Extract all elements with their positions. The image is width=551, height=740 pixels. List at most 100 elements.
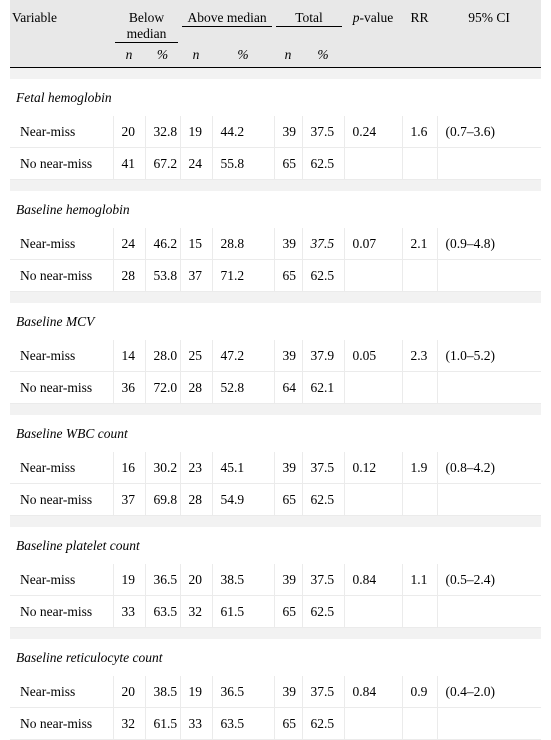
section-spacer [10, 515, 542, 527]
row-label: No near-miss [10, 595, 113, 628]
below-pct: 53.8 [144, 259, 181, 292]
header-above-median: Above median [180, 0, 275, 43]
below-pct: 46.2 [144, 228, 181, 260]
table-row: Near-miss 14 28.0 25 47.2 39 37.9 0.05 2.3 (1.0–5… [10, 340, 542, 372]
header-pct-total: % [302, 43, 345, 68]
header-total: Total [274, 0, 345, 43]
p-value [343, 483, 403, 516]
ci-value [436, 371, 542, 404]
above-pct: 36.5 [211, 676, 275, 708]
total-pct: 37.9 [301, 340, 345, 372]
above-n: 20 [179, 564, 213, 596]
above-n: 33 [179, 707, 213, 740]
ci-value: (0.5–2.4) [436, 564, 542, 596]
below-n: 20 [112, 116, 145, 148]
total-n: 64 [273, 371, 303, 404]
row-label: Near-miss [10, 116, 113, 148]
above-pct: 28.8 [211, 228, 275, 260]
ci-value [436, 707, 542, 740]
p-value: 0.05 [343, 340, 403, 372]
total-n: 65 [273, 595, 303, 628]
p-value: 0.84 [343, 564, 403, 596]
section-title-row: Baseline MCV [10, 303, 541, 340]
header-pct-below: % [145, 43, 181, 68]
table-row: Near-miss 24 46.2 15 28.8 39 37.5 0.07 2.1 (0.9–4… [10, 228, 542, 260]
section-title-row: Baseline reticulocyte count [10, 639, 541, 676]
above-n: 19 [179, 116, 213, 148]
header-below-median-label: Below median [115, 10, 179, 43]
p-value: 0.24 [343, 116, 403, 148]
ci-value: (0.8–4.2) [436, 452, 542, 484]
row-label: Near-miss [10, 676, 113, 708]
above-pct: 55.8 [211, 147, 275, 180]
total-pct: 62.5 [301, 259, 345, 292]
total-pct: 62.5 [301, 147, 345, 180]
table-row: No near-miss 33 63.5 32 61.5 65 62.5 [10, 595, 542, 628]
rr-value: 1.1 [401, 564, 438, 596]
below-n: 20 [112, 676, 145, 708]
rr-value [401, 707, 438, 740]
total-pct: 62.5 [301, 595, 345, 628]
table-body: Fetal hemoglobin Near-miss 20 32.8 19 44.2 39 3… [10, 67, 542, 740]
table-row: Near-miss 19 36.5 20 38.5 39 37.5 0.84 1.1 (0.5–2… [10, 564, 542, 596]
table-row: No near-miss 37 69.8 28 54.9 65 62.5 [10, 483, 542, 516]
below-n: 28 [112, 259, 145, 292]
above-pct: 47.2 [211, 340, 275, 372]
above-pct: 44.2 [211, 116, 275, 148]
table-header: Variable Below median Above median Total… [10, 0, 542, 68]
total-n: 65 [273, 483, 303, 516]
total-n: 65 [273, 707, 303, 740]
header-above-median-label: Above median [182, 10, 273, 27]
above-n: 28 [179, 371, 213, 404]
above-n: 19 [179, 676, 213, 708]
above-n: 37 [179, 259, 213, 292]
below-pct: 69.8 [144, 483, 181, 516]
total-n: 39 [273, 116, 303, 148]
below-pct: 61.5 [144, 707, 181, 740]
p-value [343, 147, 403, 180]
rr-value [401, 371, 438, 404]
table-row: Near-miss 20 38.5 19 36.5 39 37.5 0.84 0.9 (0.4–2… [10, 676, 542, 708]
total-n: 39 [273, 452, 303, 484]
header-n-total: n [274, 43, 303, 68]
rr-value: 0.9 [401, 676, 438, 708]
p-value [343, 707, 403, 740]
rr-value: 2.3 [401, 340, 438, 372]
total-pct: 62.5 [301, 483, 345, 516]
total-pct: 37.5 [301, 676, 345, 708]
below-n: 41 [112, 147, 145, 180]
section-spacer [10, 291, 542, 303]
header-rr: RR [402, 0, 438, 43]
row-label: Near-miss [10, 228, 113, 260]
above-n: 25 [179, 340, 213, 372]
rr-value: 2.1 [401, 228, 438, 260]
below-pct: 38.5 [144, 676, 181, 708]
header-ci: 95% CI [437, 0, 542, 43]
table-row: No near-miss 32 61.5 33 63.5 65 62.5 [10, 707, 542, 740]
p-value [343, 371, 403, 404]
ci-value: (0.9–4.8) [436, 228, 542, 260]
below-n: 32 [112, 707, 145, 740]
rr-value [401, 259, 438, 292]
section-title: Baseline MCV [16, 313, 95, 329]
total-n: 39 [273, 340, 303, 372]
spacer-cell [10, 627, 542, 639]
header-n-below: n [113, 43, 145, 68]
above-n: 28 [179, 483, 213, 516]
below-pct: 72.0 [144, 371, 181, 404]
p-value: 0.12 [343, 452, 403, 484]
above-n: 32 [179, 595, 213, 628]
below-n: 33 [112, 595, 145, 628]
total-pct: 37.5 [301, 564, 345, 596]
total-n: 39 [273, 564, 303, 596]
ci-value: (0.7–3.6) [436, 116, 542, 148]
spacer-cell [10, 179, 542, 191]
header-pct-above: % [212, 43, 275, 68]
section-title: Baseline WBC count [16, 425, 128, 441]
data-table: Variable Below median Above median Total… [10, 0, 542, 740]
header-p-italic: p [352, 10, 360, 25]
above-pct: 45.1 [211, 452, 275, 484]
ci-value [436, 483, 542, 516]
spacer-cell [10, 515, 542, 527]
above-pct: 54.9 [211, 483, 275, 516]
